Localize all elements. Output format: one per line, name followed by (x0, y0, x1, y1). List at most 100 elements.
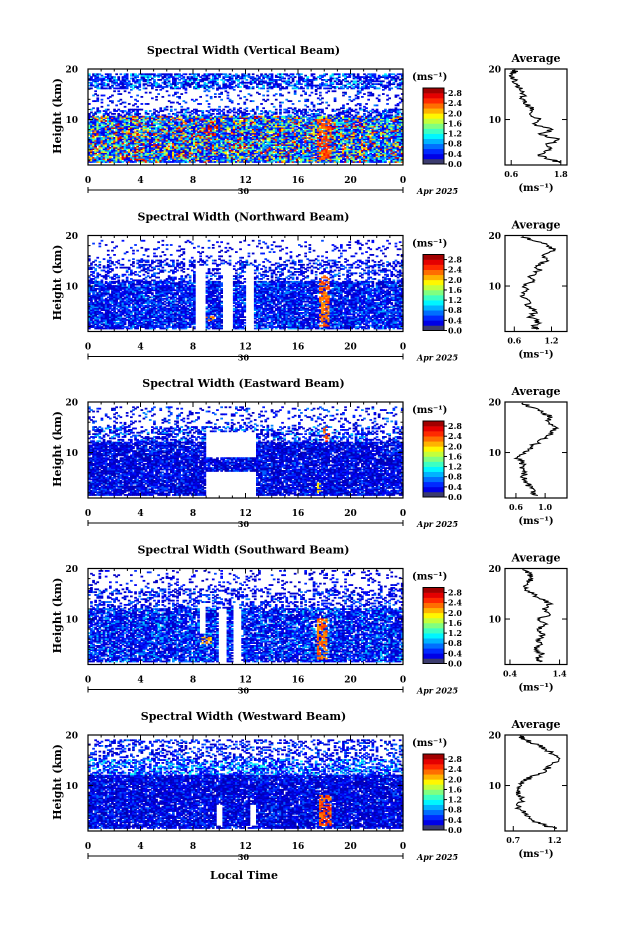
heatmap-cell (193, 141, 196, 144)
heatmap-cell (96, 138, 100, 141)
heatmap-cell (211, 73, 215, 76)
heatmap-cell (104, 129, 108, 132)
heatmap-cell (201, 110, 205, 112)
heatmap-cell (113, 134, 116, 136)
heatmap-cell (134, 138, 137, 141)
heatmap-cell (216, 83, 219, 86)
heatmap-cell (92, 153, 95, 156)
heatmap-cell (138, 117, 142, 120)
heatmap-cell (140, 149, 144, 152)
heatmap-cell (209, 144, 213, 146)
heatmap-cell (144, 121, 148, 124)
heatmap-cell (205, 83, 209, 86)
heatmap-cell (119, 141, 123, 144)
heatmap-cell (100, 153, 104, 156)
heatmap-cell (134, 153, 137, 156)
heatmap-cell (169, 129, 173, 132)
heatmap-cell (199, 95, 202, 98)
heatmap-cell (106, 120, 110, 122)
heatmap-cell (211, 124, 215, 127)
heatmap-cell (104, 128, 108, 131)
heatmap-cell (157, 129, 160, 132)
heatmap-cell (119, 132, 123, 135)
heatmap-cell (113, 161, 116, 163)
heatmap-cell (134, 156, 137, 159)
panels: Spectral Width (Vertical Beam)Height (km… (51, 44, 568, 862)
heatmap-cell (102, 144, 106, 146)
heatmap-cell (130, 77, 133, 80)
heatmap-cell (111, 149, 114, 152)
heatmap-cell (94, 127, 97, 129)
heatmap-cell (180, 142, 184, 145)
heatmap-cell (209, 132, 213, 135)
heatmap-cell (224, 159, 228, 162)
heatmap-cell (111, 117, 114, 120)
heatmap-cell (190, 112, 194, 115)
heatmap-cell (184, 124, 188, 127)
heatmap-cell (151, 139, 154, 142)
heatmap-cell (222, 134, 226, 136)
heatmap-cell (249, 94, 253, 97)
heatmap-cell (201, 148, 205, 151)
heatmap-cell (186, 81, 190, 84)
heatmap-cell (220, 148, 223, 151)
heatmap-cell (190, 127, 194, 129)
heatmap-cell (98, 118, 102, 121)
heatmap-cell (220, 134, 223, 136)
heatmap-cell (178, 81, 181, 84)
heatmap-cell (148, 161, 152, 163)
heatmap-cell (165, 141, 169, 144)
heatmap-cell (130, 122, 133, 125)
heatmap-cell (111, 148, 114, 151)
heatmap-cell (216, 152, 219, 155)
heatmap-cell (119, 149, 123, 152)
heatmap-cell (203, 120, 207, 122)
heatmap-cell (228, 73, 232, 76)
heatmap-cell (127, 155, 131, 158)
heatmap-cell (195, 128, 198, 131)
heatmap-cell (239, 111, 242, 114)
heatmap-cell (226, 125, 230, 128)
heatmap-cell (195, 110, 198, 112)
heatmap-cell (228, 111, 232, 114)
heatmap-cell (94, 149, 97, 152)
heatmap-cell (165, 146, 169, 149)
heatmap-cell (151, 86, 154, 88)
heatmap-cell (153, 155, 156, 158)
heatmap-cell (155, 83, 158, 86)
heatmap-cell (203, 121, 207, 124)
heatmap-cell (228, 117, 232, 120)
heatmap-cell (199, 155, 202, 158)
heatmap-cell (102, 127, 106, 129)
heatmap-cell (216, 122, 219, 125)
heatmap-cell (138, 152, 142, 155)
heatmap-cell (130, 73, 133, 76)
heatmap-cell (190, 73, 194, 76)
heatmap-cell (102, 137, 106, 139)
heatmap-cell (142, 120, 146, 122)
heatmap-cell (96, 73, 100, 76)
heatmap-cell (188, 84, 192, 87)
heatmap-cell (151, 146, 154, 149)
heatmap-cell (172, 117, 175, 120)
heatmap-cell (163, 117, 167, 120)
heatmap-cell (230, 122, 234, 125)
heatmap-cell (90, 127, 93, 129)
heatmap-cell (134, 148, 137, 151)
heatmap-cell (203, 90, 207, 93)
heatmap-cell (151, 118, 154, 121)
heatmap-cell (241, 77, 244, 80)
heatmap-cell (138, 139, 142, 142)
heatmap-cell (207, 132, 211, 135)
heatmap-cell (195, 120, 198, 122)
heatmap-cell (197, 84, 200, 87)
heatmap-cell (203, 73, 207, 76)
heatmap-cell (184, 88, 188, 91)
heatmap-cell (140, 76, 144, 78)
heatmap-cell (94, 121, 97, 124)
heatmap-cell (155, 153, 158, 156)
heatmap-cell (230, 110, 234, 112)
heatmap-cell (102, 118, 106, 121)
heatmap-cell (195, 76, 198, 78)
heatmap-cell (121, 77, 125, 80)
